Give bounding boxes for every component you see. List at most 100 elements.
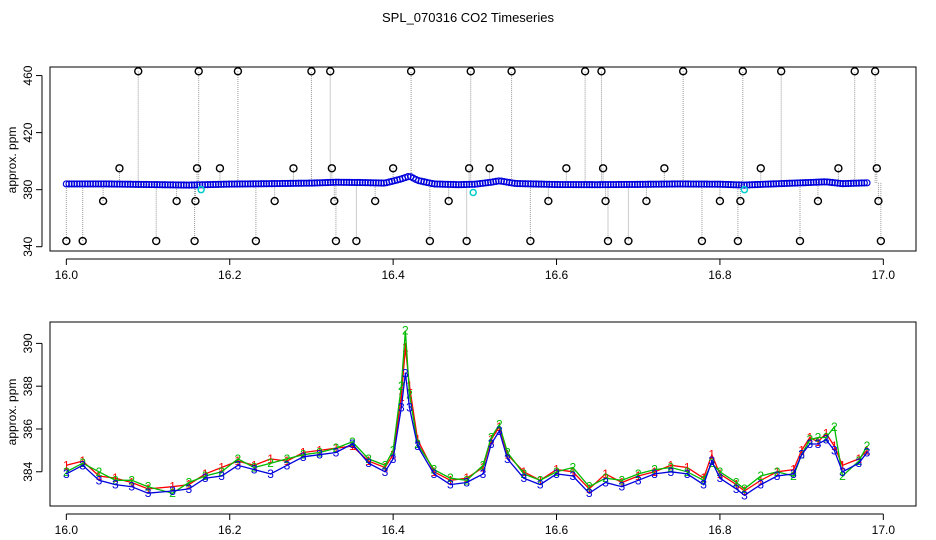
series-1-point: 1 — [815, 435, 822, 449]
top-baseline-point — [559, 180, 567, 189]
top-baseline-point — [753, 180, 762, 189]
top-outlier-point — [190, 236, 199, 246]
series-1-point: 1 — [823, 426, 830, 440]
top-baseline-point — [281, 179, 289, 188]
top-baseline-point — [102, 180, 110, 188]
series-3-point: 3 — [668, 465, 675, 479]
top-baseline-point — [265, 180, 273, 188]
series-3-point: 3 — [855, 456, 862, 470]
top-baseline-point — [604, 180, 612, 189]
series-3-point: 3 — [402, 366, 409, 380]
series-3-point: 3 — [365, 456, 372, 470]
top-baseline-point — [100, 180, 108, 188]
top-baseline-point — [169, 181, 177, 189]
top-baseline-point — [374, 179, 383, 187]
top-baseline-point — [276, 179, 284, 188]
top-flagged-point — [469, 188, 477, 197]
series-2-point: 2 — [480, 458, 487, 472]
top-baseline-point — [860, 179, 868, 187]
top-baseline-point — [244, 180, 252, 188]
top-baseline-point — [636, 180, 644, 188]
top-baseline-point — [110, 180, 118, 188]
top-outlier-point — [872, 164, 881, 173]
top-outlier-point — [756, 164, 765, 173]
top-outlier-point — [62, 236, 71, 246]
series-3-point: 3 — [806, 437, 813, 451]
series-3-point: 3 — [619, 480, 626, 494]
top-baseline-point — [625, 180, 634, 189]
top-baseline-point — [842, 179, 850, 188]
series-3-point: 3 — [815, 437, 822, 451]
top-baseline-point — [353, 178, 361, 187]
top-baseline-point — [142, 180, 151, 189]
series-1-point: 1 — [684, 460, 691, 474]
series-1-point: 1 — [553, 463, 560, 477]
top-baseline-point — [620, 180, 628, 189]
top-outlier-point — [444, 196, 453, 206]
top-baseline-point — [665, 180, 674, 188]
top-baseline-point — [92, 180, 100, 188]
series-2-point: 2 — [668, 460, 675, 474]
series-2-point: 2 — [145, 480, 152, 494]
series-3-point: 3 — [202, 471, 209, 485]
top-baseline-point — [553, 180, 561, 189]
series-2-point: 2 — [431, 463, 438, 477]
top-baseline-point — [663, 180, 671, 188]
top-baseline-point — [236, 180, 244, 188]
top-outlier-point — [98, 196, 108, 206]
top-baseline-point — [492, 177, 500, 186]
top-baseline-point — [561, 180, 570, 189]
series-3-point: 3 — [708, 454, 715, 468]
series-1-point: 1 — [757, 473, 764, 487]
top-baseline-point — [209, 180, 217, 189]
series-2-point: 2 — [402, 324, 409, 338]
top-baseline-point — [206, 180, 215, 189]
top-baseline-point — [126, 180, 134, 188]
series-1-point: 1 — [202, 467, 209, 481]
top-baseline-point — [655, 180, 663, 188]
top-baseline-point — [593, 181, 602, 189]
top-baseline-point — [305, 179, 313, 187]
top-baseline-point — [444, 180, 452, 188]
top-baseline-point — [729, 181, 738, 189]
top-baseline-point — [212, 180, 220, 189]
top-baseline-point — [105, 180, 113, 188]
top-baseline-point — [172, 181, 180, 189]
top-baseline-point — [164, 181, 172, 189]
series-2-point: 2 — [447, 471, 454, 485]
top-baseline-point — [225, 180, 233, 188]
top-baseline-point — [193, 181, 201, 189]
top-baseline-point — [326, 178, 335, 187]
top-baseline-point — [601, 181, 610, 189]
top-baseline-point — [703, 180, 711, 188]
series-2-point: 2 — [218, 465, 225, 479]
top-baseline-point — [631, 180, 639, 189]
top-baseline-point — [196, 181, 204, 189]
series-3-point: 3 — [741, 488, 748, 502]
series-2-point: 2 — [855, 454, 862, 468]
series-1-point: 1 — [635, 469, 642, 483]
series-3-point: 3 — [684, 467, 691, 481]
top-panel-x-tick-label: 16.4 — [381, 268, 405, 282]
top-baseline-point — [671, 180, 679, 188]
series-3-point: 3 — [717, 471, 724, 485]
series-2-point: 2 — [521, 467, 528, 481]
series-1-point: 1 — [586, 482, 593, 496]
series-2-point: 2 — [815, 431, 822, 445]
top-baseline-point — [217, 180, 225, 188]
top-panel-x-axis: 16.0 16.2 16.4 16.6 16.8 17.0 — [55, 258, 895, 282]
series-1-point: 1 — [145, 482, 152, 496]
top-baseline-point — [252, 180, 260, 188]
top-baseline-point — [348, 178, 356, 187]
series-3-point: 3 — [284, 458, 291, 472]
series-2-point: 2 — [806, 433, 813, 447]
series-3-point: 3 — [831, 443, 838, 457]
top-outlier-point — [850, 67, 859, 76]
series-3-point: 3 — [757, 478, 764, 492]
top-baseline-point — [342, 178, 351, 186]
top-baseline-point — [815, 178, 823, 186]
top-baseline-point — [108, 180, 116, 188]
top-baseline-point — [254, 180, 263, 188]
series-3-point: 3 — [398, 401, 405, 415]
